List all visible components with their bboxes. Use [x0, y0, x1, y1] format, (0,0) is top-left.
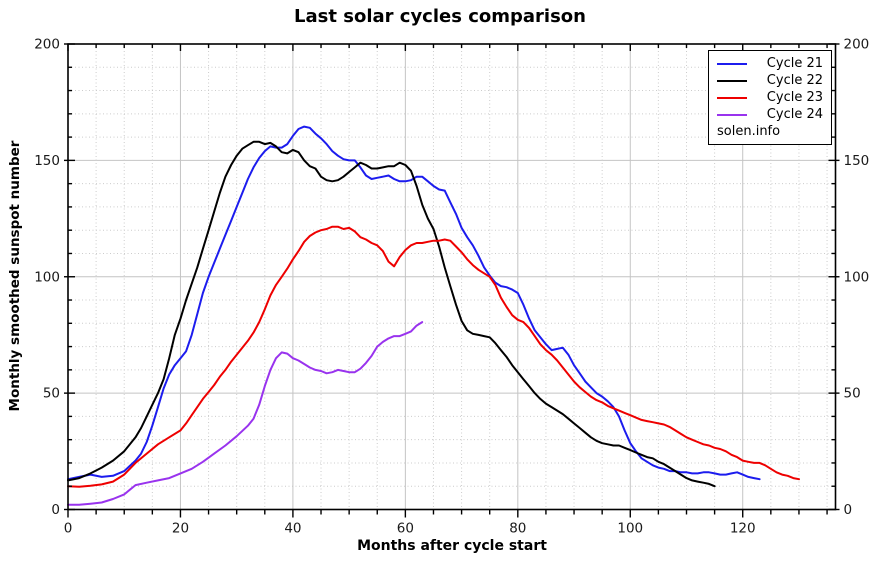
y-axis-title: Monthly smoothed sunspot number — [7, 140, 23, 412]
svg-text:80: 80 — [509, 521, 526, 537]
svg-text:0: 0 — [51, 502, 60, 518]
legend-line-sample — [717, 62, 747, 65]
svg-text:100: 100 — [617, 521, 643, 537]
legend-line-sample — [717, 113, 747, 116]
svg-text:120: 120 — [730, 521, 756, 537]
svg-text:100: 100 — [34, 269, 60, 285]
legend-item-label: Cycle 24 — [766, 107, 823, 122]
svg-text:150: 150 — [844, 153, 870, 169]
legend-item-cycle-21: Cycle 21 — [717, 55, 825, 72]
legend-item-label: Cycle 23 — [766, 90, 823, 105]
svg-text:0: 0 — [64, 521, 73, 537]
legend-item-cycle-23: Cycle 23 — [717, 89, 825, 106]
x-axis-title: Months after cycle start — [357, 538, 547, 554]
legend-item-label: Cycle 22 — [766, 73, 823, 88]
chart-title: Last solar cycles comparison — [294, 6, 586, 27]
legend-line-sample — [717, 79, 747, 82]
svg-text:200: 200 — [34, 37, 60, 53]
svg-text:50: 50 — [844, 386, 861, 402]
legend: Cycle 21 Cycle 22 Cycle 23 Cycle 24 solen.i… — [708, 50, 832, 145]
legend-item-cycle-22: Cycle 22 — [717, 72, 825, 89]
svg-text:200: 200 — [844, 37, 870, 53]
svg-text:100: 100 — [844, 269, 870, 285]
svg-text:50: 50 — [43, 386, 60, 402]
legend-item-label: Cycle 21 — [766, 56, 823, 71]
legend-rows: Cycle 21 Cycle 22 Cycle 23 Cycle 24 — [717, 55, 825, 123]
legend-item-cycle-24: Cycle 24 — [717, 106, 825, 123]
svg-text:20: 20 — [172, 521, 189, 537]
svg-text:60: 60 — [397, 521, 414, 537]
legend-line-sample — [717, 96, 747, 99]
svg-text:0: 0 — [844, 502, 853, 518]
svg-text:40: 40 — [284, 521, 301, 537]
legend-source-note: solen.info — [717, 124, 781, 139]
svg-text:150: 150 — [34, 153, 60, 169]
